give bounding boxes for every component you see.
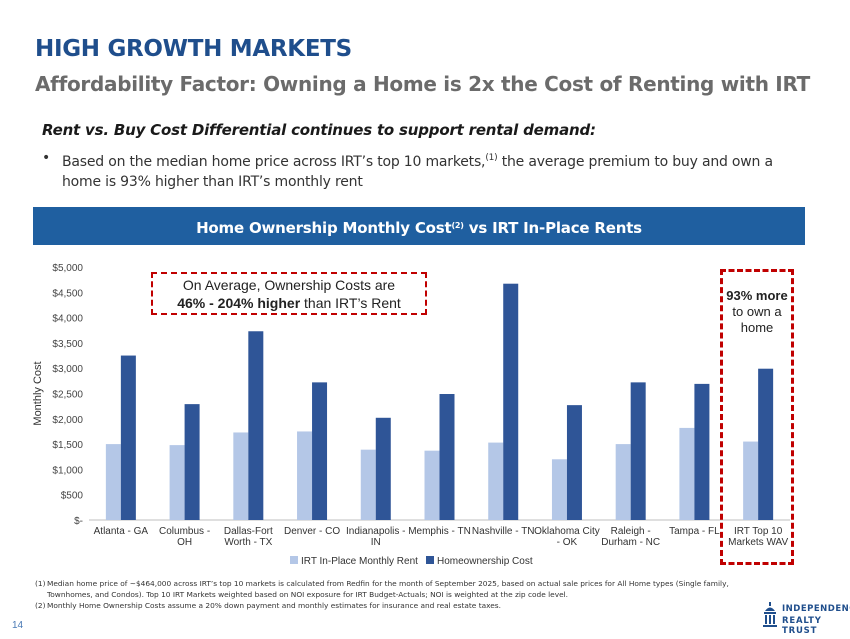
bullet-text-part2: the average premium to buy and own a hom… xyxy=(62,154,773,190)
x-tick-label: - OK xyxy=(557,537,578,548)
rent-bar xyxy=(679,427,695,520)
x-tick-label: Dallas-Fort xyxy=(224,526,273,537)
chart-banner: Home Ownership Monthly Cost(2) vs IRT In… xyxy=(33,207,805,245)
legend-label-ownership: Homeownership Cost xyxy=(437,556,533,567)
ownership-bar xyxy=(758,368,774,520)
bar-chart: $- $500 $1,000 $1,500 $2,000 $2,500 $3,000 $3,5… xyxy=(32,263,790,567)
ownership-bar xyxy=(248,331,264,520)
y-tick-label: $4,500 xyxy=(52,288,83,299)
footnote-2-number: (2) xyxy=(35,601,46,610)
rent-bar xyxy=(233,432,249,520)
banner-label: Home Ownership Monthly Cost xyxy=(196,219,452,237)
x-tick-label: Worth - TX xyxy=(224,537,272,548)
y-tick-label: $5,000 xyxy=(52,263,83,274)
rent-bar xyxy=(105,444,121,520)
ownership-bar xyxy=(503,283,519,520)
footnote-2-text: Monthly Home Ownership Costs assume a 20… xyxy=(47,601,502,610)
highlight-text: 93% more to own a home xyxy=(722,288,792,336)
ownership-bar xyxy=(630,382,646,520)
rent-bar xyxy=(743,441,759,520)
x-tick-label: Columbus - xyxy=(159,526,210,537)
ownership-bar xyxy=(566,405,582,520)
ownership-bar xyxy=(375,417,391,520)
y-axis-label: Monthly Cost xyxy=(32,361,44,425)
page-title: HIGH GROWTH MARKETS xyxy=(35,36,352,62)
x-tick-label: Atlanta - GA xyxy=(94,526,149,537)
ownership-bar xyxy=(120,355,136,520)
rent-bar xyxy=(169,445,185,520)
y-tick-label: $1,500 xyxy=(52,440,83,451)
banner-label-end: vs IRT In-Place Rents xyxy=(463,219,642,237)
page-subtitle: Affordability Factor: Owning a Home is 2… xyxy=(35,72,810,96)
rent-bar xyxy=(297,431,313,520)
logo-line1: INDEPENDENCE xyxy=(782,604,850,614)
ownership-bar xyxy=(439,394,455,520)
page-number: 14 xyxy=(12,620,24,631)
ownership-bar xyxy=(694,383,710,520)
callout-bold: 46% - 204% higher xyxy=(177,295,301,311)
bullet-text-part1: Based on the median home price across IR… xyxy=(62,154,486,170)
y-tick-label: $2,000 xyxy=(52,415,83,426)
rent-bar xyxy=(615,444,631,520)
x-tick-label: Denver - CO xyxy=(284,526,340,537)
highlight-bold: 93% more xyxy=(726,288,788,303)
x-tick-label: Markets WAV xyxy=(728,537,788,548)
company-logo: INDEPENDENCE REALTY TRUST xyxy=(762,600,850,636)
callout-line1: On Average, Ownership Costs are xyxy=(182,277,396,293)
y-tick-label: $4,000 xyxy=(52,314,83,325)
banner-footnote-ref: (2) xyxy=(451,221,464,230)
ownership-bar xyxy=(312,382,328,520)
building-icon xyxy=(763,602,777,627)
intro-heading: Rent vs. Buy Cost Differential continues… xyxy=(42,121,596,139)
x-tick-label: Tampa - FL xyxy=(669,526,720,537)
highlight-rest: to own a home xyxy=(732,304,782,335)
x-tick-label: IRT Top 10 xyxy=(734,526,783,537)
x-tick-label: IN xyxy=(371,537,381,548)
logo-line2: REALTY TRUST xyxy=(782,616,822,636)
x-tick-label: Oklahoma City xyxy=(534,526,600,537)
footnote-1-number: (1) xyxy=(35,579,46,588)
footnote-2: (2) Monthly Home Ownership Costs assume … xyxy=(35,600,735,611)
rent-bar xyxy=(424,450,440,520)
y-tick-label: $3,500 xyxy=(52,339,83,350)
x-tick-label: Nashville - TN xyxy=(472,526,535,537)
rent-bar xyxy=(488,442,504,520)
y-tick-label: $- xyxy=(74,516,83,527)
y-tick-label: $2,500 xyxy=(52,390,83,401)
legend-label-rent: IRT In-Place Monthly Rent xyxy=(301,556,418,567)
bullet-dot: • xyxy=(42,150,51,166)
callout-line2: 46% - 204% higher than IRT’s Rent xyxy=(153,294,425,312)
x-tick-label: Durham - NC xyxy=(601,537,660,548)
irt-highlight-box xyxy=(720,269,794,565)
rent-bar xyxy=(551,459,567,520)
ownership-bar xyxy=(184,404,200,520)
y-tick-label: $500 xyxy=(61,491,84,502)
callout-rest: than IRT’s Rent xyxy=(300,295,401,311)
x-tick-label: Indianapolis - xyxy=(346,526,405,537)
rent-bar xyxy=(360,449,376,520)
footnote-1: (1) Median home price of ~$464,000 acros… xyxy=(35,578,735,600)
footnote-1-text: Median home price of ~$464,000 across IR… xyxy=(47,579,729,599)
footnotes: (1) Median home price of ~$464,000 acros… xyxy=(35,578,735,611)
legend-swatch-ownership xyxy=(426,556,434,564)
y-tick-label: $1,000 xyxy=(52,465,83,476)
y-tick-label: $3,000 xyxy=(52,364,83,375)
average-callout: On Average, Ownership Costs are 46% - 20… xyxy=(151,272,427,315)
legend-swatch-rent xyxy=(290,556,298,564)
x-tick-label: OH xyxy=(177,537,192,548)
bullet-footnote-ref: (1) xyxy=(485,153,498,163)
x-tick-label: Memphis - TN xyxy=(408,526,471,537)
x-tick-label: Raleigh - xyxy=(611,526,651,537)
intro-bullet: • Based on the median home price across … xyxy=(42,148,812,192)
